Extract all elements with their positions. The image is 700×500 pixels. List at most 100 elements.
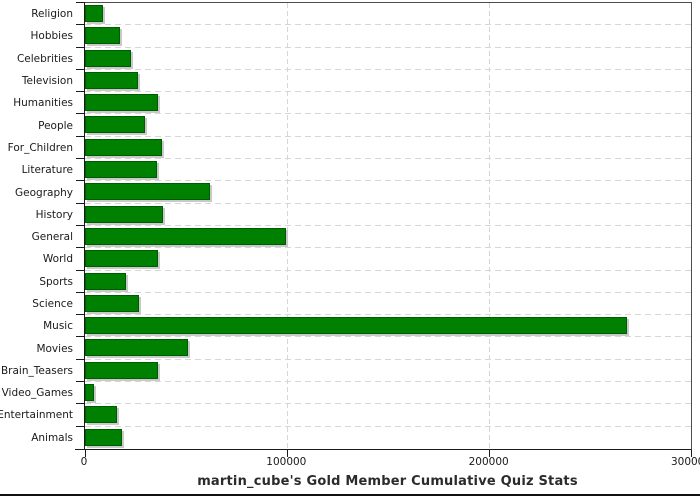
bar-literature bbox=[85, 161, 157, 179]
category-label: Brain_Teasers bbox=[0, 364, 73, 377]
bar-science bbox=[85, 294, 139, 312]
bar-hobbies bbox=[85, 27, 121, 45]
chart-row: World bbox=[43, 247, 691, 271]
bar-celebrities bbox=[85, 49, 132, 67]
bar-people bbox=[85, 116, 145, 134]
chart-row: Brain_Teasers bbox=[1, 358, 691, 383]
y-axis-tick bbox=[76, 381, 85, 383]
x-axis-labels: 0 100000 200000 300000 bbox=[80, 456, 700, 470]
category-label: Music bbox=[43, 320, 73, 333]
bar-for_children bbox=[85, 138, 162, 156]
chart-row: Humanities bbox=[13, 91, 691, 115]
y-axis-tick bbox=[76, 135, 85, 137]
x-tick-label: 300000 bbox=[670, 456, 700, 468]
category-label: Animals bbox=[31, 431, 73, 444]
y-axis-tick bbox=[76, 2, 85, 3]
chart-row: Music bbox=[43, 314, 691, 338]
x-tick-label: 200000 bbox=[468, 456, 509, 468]
bar-brain_teasers bbox=[85, 361, 158, 379]
y-axis-tick bbox=[76, 113, 85, 115]
category-label: Sports bbox=[39, 275, 73, 288]
horizontal-gridline bbox=[85, 224, 691, 226]
category-label: Geography bbox=[15, 186, 73, 199]
y-axis-tick bbox=[76, 425, 85, 427]
y-axis-tick bbox=[76, 91, 85, 93]
horizontal-gridline bbox=[85, 202, 691, 204]
x-tick-label: 0 bbox=[80, 456, 88, 468]
horizontal-gridline bbox=[85, 247, 691, 249]
y-axis-tick bbox=[75, 449, 84, 450]
horizontal-gridline bbox=[85, 135, 691, 137]
horizontal-gridline bbox=[85, 336, 691, 338]
y-axis-tick bbox=[76, 291, 85, 293]
chart-row: General bbox=[32, 224, 691, 249]
x-axis-tick bbox=[489, 450, 490, 457]
horizontal-gridline bbox=[85, 91, 691, 93]
vertical-gridline bbox=[489, 3, 490, 449]
bar-world bbox=[85, 250, 158, 268]
horizontal-gridline bbox=[85, 403, 691, 405]
category-label: Entertainment bbox=[0, 409, 73, 422]
horizontal-gridline bbox=[85, 24, 691, 26]
bar-humanities bbox=[85, 94, 159, 112]
horizontal-gridline bbox=[85, 381, 691, 383]
category-label: General bbox=[31, 231, 73, 244]
category-label: For_Children bbox=[7, 141, 73, 154]
bottom-separator-line bbox=[0, 494, 700, 496]
y-axis-tick bbox=[76, 158, 85, 160]
chart-row: People bbox=[38, 113, 691, 137]
bar-geography bbox=[85, 183, 210, 201]
y-axis-tick bbox=[76, 202, 85, 204]
y-axis-tick bbox=[76, 24, 85, 26]
horizontal-gridline bbox=[85, 46, 691, 48]
y-axis-tick bbox=[76, 224, 85, 226]
horizontal-gridline bbox=[85, 269, 691, 271]
bar-movies bbox=[85, 339, 188, 357]
horizontal-gridline bbox=[85, 314, 691, 316]
category-label: Science bbox=[32, 298, 73, 310]
category-label: Literature bbox=[21, 164, 73, 177]
y-axis-tick bbox=[76, 247, 85, 249]
chart-title: martin_cube's Gold Member Cumulative Qui… bbox=[197, 474, 578, 489]
y-axis-tick bbox=[76, 336, 85, 338]
x-tick-label: 100000 bbox=[266, 456, 307, 468]
category-label: Movies bbox=[36, 342, 73, 355]
horizontal-gridline bbox=[85, 180, 691, 182]
chart-row: History bbox=[36, 202, 691, 226]
chart-row: Movies bbox=[36, 336, 691, 360]
x-axis-tick bbox=[691, 450, 692, 457]
category-label: Video_Games bbox=[1, 387, 73, 400]
bar-music bbox=[85, 317, 627, 335]
chart-row: Religion bbox=[31, 2, 691, 26]
category-label: People bbox=[38, 119, 73, 132]
y-axis-tick bbox=[76, 403, 85, 405]
chart-row: Science bbox=[32, 291, 691, 316]
category-label: Celebrities bbox=[16, 52, 73, 65]
bar-animals bbox=[85, 428, 122, 446]
chart-row: Sports bbox=[39, 269, 691, 293]
horizontal-gridline bbox=[85, 425, 691, 427]
bar-general bbox=[85, 227, 287, 245]
y-axis-tick bbox=[76, 46, 85, 48]
chart-row: Hobbies bbox=[31, 24, 691, 48]
chart-row: Television bbox=[22, 68, 691, 93]
bar-television bbox=[85, 71, 138, 89]
chart-row: Geography bbox=[15, 180, 691, 204]
bar-rows: Religion Hobbies Celebrities Television Huma… bbox=[0, 2, 691, 449]
category-label: Humanities bbox=[13, 97, 73, 110]
horizontal-gridline bbox=[85, 113, 691, 115]
y-axis-tick bbox=[76, 358, 85, 360]
category-label: Hobbies bbox=[30, 30, 74, 43]
horizontal-gridline bbox=[85, 291, 691, 293]
chart-row: Entertainment bbox=[0, 403, 691, 427]
chart-row: Animals bbox=[31, 425, 691, 449]
category-label: History bbox=[35, 208, 73, 221]
horizontal-gridline bbox=[85, 358, 691, 360]
category-label: Religion bbox=[31, 8, 73, 21]
bar-sports bbox=[85, 272, 126, 290]
bar-religion bbox=[85, 5, 103, 22]
x-axis-tick bbox=[287, 450, 288, 457]
horizontal-gridline bbox=[85, 158, 691, 160]
bar-video_games bbox=[85, 384, 94, 402]
